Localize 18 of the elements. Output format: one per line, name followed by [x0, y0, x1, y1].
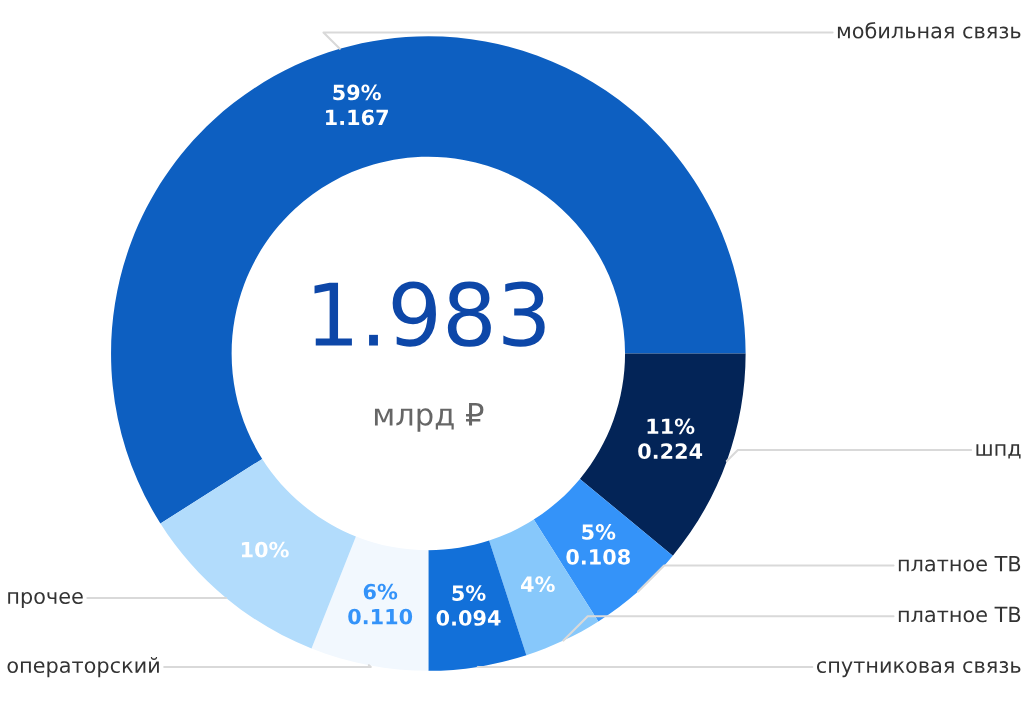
data-label: 59% 1.167 — [326, 84, 388, 126]
slice-label: прочее — [8, 592, 83, 609]
slice-label: шпд — [976, 444, 1021, 459]
slice-label: платное ТВ — [898, 556, 1021, 572]
data-label: 11% 0.224 — [638, 418, 703, 460]
data-label: 10% — [241, 541, 289, 558]
slice-label: операторский — [7, 657, 159, 678]
donut-slice — [311, 536, 429, 671]
slice-label: спутниковая связь — [816, 661, 1021, 678]
data-label: 4% — [521, 576, 555, 593]
text: млрд ₽ — [374, 403, 484, 432]
text: 1.983 — [314, 281, 545, 347]
donut-slice — [111, 36, 746, 524]
data-label: 5% 0.108 — [566, 524, 630, 565]
data-label: 6% 0.110 — [348, 583, 413, 625]
data-label: 5% 0.094 — [436, 585, 501, 626]
slice-label: платное ТВ — [898, 606, 1021, 623]
slice-label: мобильная связь — [837, 22, 1021, 39]
